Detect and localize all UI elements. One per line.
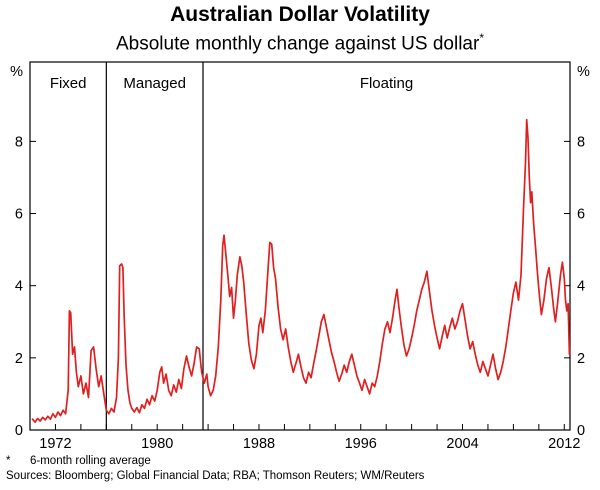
footnote-marker-superscript: * [479,31,484,45]
x-axis-label: 1972 [39,436,71,452]
regime-label-fixed: Fixed [50,75,87,92]
y-axis-label-left: 0 [15,423,23,439]
y-axis-unit-right: % [577,64,590,80]
x-axis-label: 1980 [141,436,173,452]
x-axis-label: 2004 [446,436,478,452]
y-axis-label-right: 2 [577,351,585,367]
y-axis-label-left: 4 [15,279,23,295]
y-axis-label-right: 0 [577,423,585,439]
y-axis-unit-left: % [10,64,23,80]
footnote-text: 6-month rolling average [30,455,151,467]
footnote-marker: * [6,455,11,467]
footnote: * 6-month rolling average [6,455,151,467]
y-axis-label-left: 8 [15,134,23,150]
x-axis-label: 1996 [345,436,377,452]
y-axis-label-right: 8 [577,134,585,150]
regime-label-floating: Floating [360,75,413,92]
chart-subtitle: Absolute monthly change against US dolla… [0,31,600,55]
chart-subtitle-text: Absolute monthly change against US dolla… [115,33,480,55]
y-axis-label-left: 2 [15,351,23,367]
chart-title: Australian Dollar Volatility [170,3,430,26]
y-axis-label-right: 6 [577,207,585,223]
y-axis-label-right: 4 [577,279,585,295]
plot-frame [29,61,571,431]
x-axis-label: 2012 [548,436,580,452]
sources-line: Sources: Bloomberg; Global Financial Dat… [6,470,425,482]
x-axis-label: 1988 [243,436,275,452]
y-axis-label-left: 6 [15,207,23,223]
volatility-line [31,118,571,423]
regime-label-managed: Managed [123,75,186,92]
